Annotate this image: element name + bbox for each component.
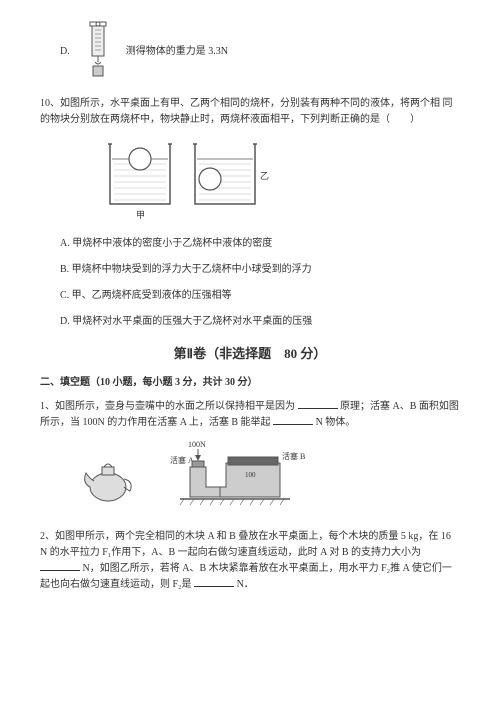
fill1-part1: 1、如图所示，壶身与壶嘴中的水面之所以保持相平是因为 bbox=[40, 401, 298, 412]
subsection-fill: 二、填空题（10 小题，每小题 3 分，共计 30 分） bbox=[40, 375, 460, 391]
q10-diagram: 甲 乙 bbox=[100, 134, 460, 230]
q10-stem: 10、如图所示，水平桌面上有甲、乙两个相同的烧杯，分别装有两种不同的液体，将两个… bbox=[40, 96, 460, 128]
beaker-yi-label: 乙 bbox=[260, 171, 269, 181]
fill2-blank1[interactable] bbox=[40, 570, 80, 571]
beaker-jia-label: 甲 bbox=[136, 210, 145, 220]
fill2-part3: N． bbox=[237, 579, 254, 590]
fill-q2: 2、如图甲所示，两个完全相同的木块 A 和 B 叠放在水平桌面上，每个木块的质量… bbox=[40, 529, 460, 593]
option-d-label: D. bbox=[40, 44, 70, 60]
fill1-diagram: 100N 活塞 A 1 活塞 B 100 bbox=[80, 437, 460, 523]
fill2-part1: 2、如图甲所示，两个完全相同的木块 A 和 B 叠放在水平桌面上，每个木块的质量… bbox=[40, 531, 451, 558]
q10-option-a: A. 甲烧杯中液体的密度小于乙烧杯中液体的密度 bbox=[40, 236, 460, 252]
fill1-part3: N 物体。 bbox=[316, 417, 356, 428]
q9-option-d: D. 测得物体的重力是 3.3N bbox=[40, 20, 460, 84]
q10-option-c: C. 甲、乙两烧杯底受到液体的压强相等 bbox=[40, 288, 460, 304]
svg-text:100: 100 bbox=[245, 471, 256, 479]
q10-option-b: B. 甲烧杯中物块受到的浮力大于乙烧杯中小球受到的浮力 bbox=[40, 262, 460, 278]
option-d-text: 测得物体的重力是 3.3N bbox=[126, 44, 228, 60]
q10-option-d: D. 甲烧杯对水平桌面的压强大于乙烧杯对水平桌面的压强 bbox=[40, 314, 460, 330]
svg-text:100N: 100N bbox=[188, 440, 206, 449]
svg-text:活塞 B: 活塞 B bbox=[282, 451, 305, 461]
fill1-blank1[interactable] bbox=[298, 408, 338, 409]
fill-q1: 1、如图所示，壶身与壶嘴中的水面之所以保持相平是因为 原理；活塞 A、B 面积如… bbox=[40, 399, 460, 431]
fill1-blank2[interactable] bbox=[273, 424, 313, 425]
section-2-title: 第Ⅱ卷（非选择题 80 分） bbox=[40, 344, 460, 365]
svg-text:活塞 A: 活塞 A bbox=[170, 455, 194, 465]
fill2-blank2[interactable] bbox=[194, 586, 234, 587]
spring-scale-icon bbox=[80, 20, 116, 84]
